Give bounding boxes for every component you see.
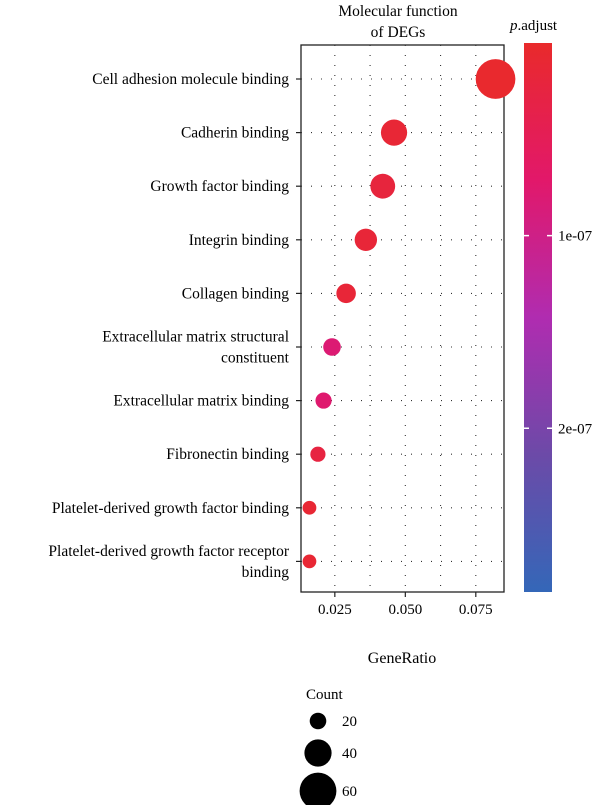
category-label: binding [242, 564, 290, 581]
size-legend-label: 20 [342, 714, 357, 730]
data-point [302, 554, 317, 569]
chart-title-line-2: of DEGs [371, 24, 426, 41]
size-legend-dot [304, 739, 332, 767]
data-point [380, 119, 408, 146]
color-bar-ticks: 1e-07 2e-07 [524, 229, 593, 437]
x-axis: 0.025 0.050 0.075 [318, 592, 493, 618]
category-label: Collagen binding [182, 285, 289, 302]
category-label: Fibronectin binding [166, 446, 289, 463]
category-label: Growth factor binding [150, 178, 289, 195]
data-point [315, 392, 332, 409]
category-label: Extracellular matrix structural [102, 329, 289, 346]
size-legend-dot [299, 772, 337, 805]
size-legend-label: 40 [342, 746, 357, 762]
category-labels: Cell adhesion molecule binding Cadherin b… [48, 71, 301, 581]
data-point [310, 446, 326, 462]
data-point [323, 338, 341, 356]
category-label: Cell adhesion molecule binding [92, 71, 289, 88]
category-label: Cadherin binding [181, 125, 289, 142]
x-axis-title: GeneRatio [368, 650, 436, 667]
data-point [302, 500, 317, 515]
chart-title-line-1: Molecular function [338, 3, 457, 20]
x-tick-label: 0.025 [318, 602, 352, 618]
color-bar-tick-label: 2e-07 [558, 421, 593, 437]
size-legend: 20 40 60 [299, 712, 357, 805]
color-bar [524, 43, 552, 592]
data-point [354, 228, 378, 251]
data-point [475, 59, 516, 99]
category-label: Platelet-derived growth factor binding [52, 500, 289, 517]
data-points [302, 59, 516, 569]
category-label: Platelet-derived growth factor receptor [48, 543, 289, 560]
size-legend-title: Count [306, 687, 344, 703]
data-point [370, 173, 396, 199]
size-legend-label: 60 [342, 784, 357, 800]
x-tick-label: 0.075 [459, 602, 493, 618]
data-point [336, 283, 356, 304]
color-legend-title: p.adjust [509, 18, 558, 34]
category-label: Integrin binding [189, 232, 290, 249]
category-label: constituent [221, 350, 290, 367]
color-bar-tick-label: 1e-07 [558, 229, 593, 245]
x-tick-label: 0.050 [388, 602, 422, 618]
category-label: Extracellular matrix binding [113, 393, 289, 410]
size-legend-dot [309, 712, 327, 730]
